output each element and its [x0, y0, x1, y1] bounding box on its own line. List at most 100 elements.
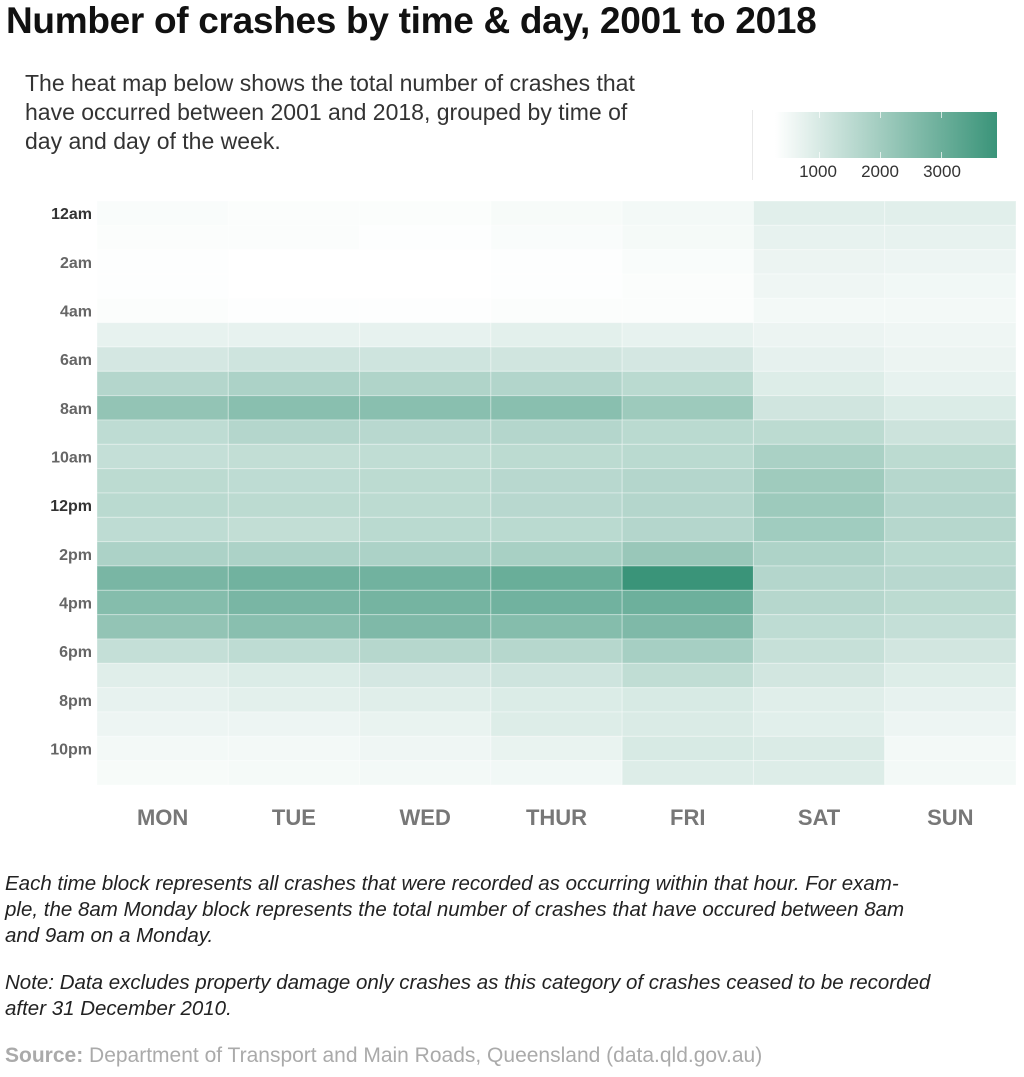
heatmap-cell-thur-2 [490, 249, 623, 275]
heatmap-cell-sun-15 [884, 565, 1017, 591]
heatmap-cell-wed-3 [359, 273, 492, 299]
heatmap-cell-mon-8 [96, 395, 229, 421]
heatmap-cell-fri-8 [621, 395, 754, 421]
heatmap-cell-tue-15 [227, 565, 361, 591]
heatmap-cell-sat-20 [752, 687, 886, 713]
heatmap-cell-mon-20 [96, 687, 229, 713]
heatmap-cell-wed-15 [359, 565, 492, 591]
x-tick-label-tue: TUE [272, 805, 316, 830]
heatmap-cell-sun-5 [884, 322, 1017, 348]
heatmap-cell-sat-0 [752, 200, 886, 226]
heatmap-cell-fri-17 [621, 614, 754, 640]
heatmap-cell-wed-18 [359, 638, 492, 664]
heatmap-cell-fri-0 [621, 200, 754, 226]
heatmap-cells [96, 200, 1017, 786]
heatmap-cell-tue-23 [227, 760, 361, 786]
heatmap-cell-sun-18 [884, 638, 1017, 664]
heatmap-cell-sat-18 [752, 638, 886, 664]
heatmap-cell-sun-23 [884, 760, 1017, 786]
heatmap-cell-mon-2 [96, 249, 229, 275]
heatmap-cell-sun-1 [884, 224, 1017, 251]
heatmap-cell-sun-0 [884, 200, 1017, 226]
x-axis-labels: MON TUE WED THUR FRI SAT SUN [137, 805, 974, 830]
heatmap-cell-wed-0 [359, 200, 492, 226]
heatmap-cell-thur-22 [490, 735, 623, 762]
heatmap-cell-tue-18 [227, 638, 361, 664]
heatmap-cell-tue-2 [227, 249, 361, 275]
heatmap-cell-sat-13 [752, 516, 886, 543]
heatmap-cell-thur-16 [490, 589, 623, 616]
y-axis-labels: 12am 2am 4am 6am 8am 10am 12pm 2pm 4pm 6pm 8pm 10pm [50, 206, 92, 758]
heatmap-cell-thur-9 [490, 419, 623, 445]
footnote-line: and 9am on a Monday. [5, 924, 214, 947]
heatmap-cell-thur-8 [490, 395, 623, 421]
heatmap-cell-fri-11 [621, 468, 754, 494]
heatmap-cell-wed-23 [359, 760, 492, 786]
legend-tick-mark [819, 112, 820, 158]
heatmap-cell-thur-4 [490, 297, 623, 324]
subtitle-line: have occurred between 2001 and 2018, gro… [25, 99, 628, 125]
x-tick-label-sun: SUN [927, 805, 973, 830]
y-tick-label: 10pm [50, 742, 92, 759]
heatmap-cell-wed-20 [359, 687, 492, 713]
legend-tick-mark [941, 112, 942, 158]
legend-divider [752, 110, 753, 180]
heatmap-cell-mon-16 [96, 589, 229, 616]
y-tick-label: 6am [60, 352, 92, 369]
heatmap-cell-wed-10 [359, 443, 492, 470]
heatmap-cell-wed-4 [359, 297, 492, 324]
heatmap-cell-wed-13 [359, 516, 492, 543]
heatmap-cell-sun-20 [884, 687, 1017, 713]
heatmap-cell-sun-21 [884, 711, 1017, 737]
heatmap-cell-tue-12 [227, 492, 361, 518]
heatmap-cell-sat-19 [752, 662, 886, 689]
heatmap-cell-sat-17 [752, 614, 886, 640]
heatmap-cell-tue-10 [227, 443, 361, 470]
y-tick-label: 2am [60, 255, 92, 272]
heatmap-cell-wed-6 [359, 346, 492, 372]
heatmap-cell-sat-8 [752, 395, 886, 421]
heatmap-cell-sun-9 [884, 419, 1017, 445]
heatmap-cell-sun-11 [884, 468, 1017, 494]
heatmap-cell-sat-10 [752, 443, 886, 470]
heatmap-cell-tue-19 [227, 662, 361, 689]
heatmap-cell-thur-17 [490, 614, 623, 640]
heatmap-cell-sat-5 [752, 322, 886, 348]
heatmap-cell-thur-20 [490, 687, 623, 713]
heatmap-cell-thur-23 [490, 760, 623, 786]
heatmap-cell-thur-18 [490, 638, 623, 664]
heatmap-cell-sun-7 [884, 370, 1017, 397]
heatmap-cell-mon-22 [96, 735, 229, 762]
y-tick-label: 4am [60, 304, 92, 321]
heatmap-cell-fri-4 [621, 297, 754, 324]
heatmap-cell-sun-6 [884, 346, 1017, 372]
note-line: after 31 December 2010. [5, 997, 232, 1020]
heatmap-cell-sat-3 [752, 273, 886, 299]
heatmap-cell-thur-13 [490, 516, 623, 543]
heatmap-cell-sun-13 [884, 516, 1017, 543]
heatmap-cell-mon-18 [96, 638, 229, 664]
y-tick-label: 8am [60, 401, 92, 418]
y-tick-label: 2pm [59, 547, 92, 564]
heatmap-cell-thur-21 [490, 711, 623, 737]
x-tick-label-mon: MON [137, 805, 188, 830]
heatmap-cell-tue-13 [227, 516, 361, 543]
y-tick-label: 10am [51, 450, 92, 467]
heatmap-cell-mon-17 [96, 614, 229, 640]
y-tick-label: 12pm [50, 498, 92, 515]
heatmap-cell-mon-14 [96, 541, 229, 567]
chart-title: Number of crashes by time & day, 2001 to… [6, 0, 817, 41]
heatmap-cell-thur-10 [490, 443, 623, 470]
source-text: Department of Transport and Main Roads, … [83, 1044, 763, 1067]
heatmap-cell-sat-12 [752, 492, 886, 518]
heatmap-cell-sun-16 [884, 589, 1017, 616]
heatmap-cell-sat-11 [752, 468, 886, 494]
heatmap-cell-tue-22 [227, 735, 361, 762]
heatmap-cell-mon-10 [96, 443, 229, 470]
y-tick-label: 12am [51, 206, 92, 223]
color-legend-bar [775, 112, 997, 158]
heatmap-cell-mon-9 [96, 419, 229, 445]
heatmap-cell-sun-19 [884, 662, 1017, 689]
subtitle-line: The heat map below shows the total numbe… [25, 70, 635, 96]
heatmap-cell-tue-9 [227, 419, 361, 445]
